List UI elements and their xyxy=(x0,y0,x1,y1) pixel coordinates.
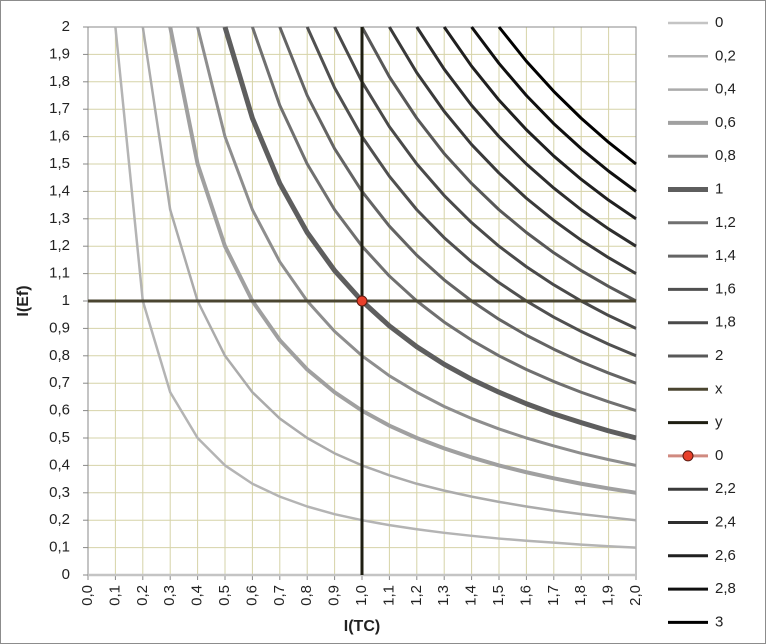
y-tick-label: 0 xyxy=(62,566,70,583)
series-line xyxy=(415,26,637,248)
y-tick-label: 0,9 xyxy=(49,319,70,336)
y-tick-label: 0,5 xyxy=(49,429,70,446)
y-tick-label: 1,3 xyxy=(49,210,70,227)
y-tick-label: 1,6 xyxy=(49,128,70,145)
x-tick-label: 0,0 xyxy=(79,585,96,606)
y-tick-label: 1,2 xyxy=(49,237,70,254)
series-line xyxy=(114,26,637,549)
y-tick-label: 1,4 xyxy=(49,182,70,199)
y-tick-label: 1 xyxy=(62,292,70,309)
x-tick-label: 2,0 xyxy=(627,585,644,606)
x-tick-label: 1,5 xyxy=(490,585,507,606)
legend-label: 3 xyxy=(715,613,723,630)
legend-label: y xyxy=(715,414,723,431)
legend-label: 1,2 xyxy=(715,214,736,231)
series-line xyxy=(442,26,637,221)
x-axis-title: I(TC) xyxy=(344,618,380,635)
legend-label: 2,2 xyxy=(715,480,736,497)
series-line xyxy=(222,26,637,441)
x-tick-label: 0,7 xyxy=(271,585,288,606)
x-tick-label: 1,1 xyxy=(380,585,397,606)
y-tick-label: 0,4 xyxy=(49,456,70,473)
y-tick-label: 0,7 xyxy=(49,374,70,391)
y-tick-label: 1,1 xyxy=(49,265,70,282)
y-tick-label: 0,1 xyxy=(49,539,70,556)
y-tick-label: 1,7 xyxy=(49,100,70,117)
legend-marker xyxy=(682,450,694,462)
x-tick-label: 0,2 xyxy=(134,585,151,606)
legend-label: 1 xyxy=(715,180,723,197)
x-tick-label: 1,0 xyxy=(353,585,370,606)
legend-label: 2,4 xyxy=(715,513,736,530)
y-tick-label: 0,6 xyxy=(49,402,70,419)
y-tick-label: 1,8 xyxy=(49,73,70,90)
x-tick-label: 0,4 xyxy=(189,585,206,606)
x-tick-label: 0,5 xyxy=(216,585,233,606)
legend-label: 1,4 xyxy=(715,247,736,264)
legend-label: 0,8 xyxy=(715,147,736,164)
series-line xyxy=(333,26,637,330)
series-line xyxy=(141,26,637,522)
y-tick-label: 0,2 xyxy=(49,511,70,528)
legend-label: x xyxy=(715,380,723,397)
y-tick-label: 1,9 xyxy=(49,45,70,62)
legend-label: 1,8 xyxy=(715,314,736,331)
x-tick-label: 1,8 xyxy=(572,585,589,606)
x-tick-label: 1,2 xyxy=(408,585,425,606)
legend-label: 1,6 xyxy=(715,280,736,297)
x-tick-label: 0,1 xyxy=(106,585,123,606)
series-line xyxy=(360,26,637,303)
legend-label: 0 xyxy=(715,14,723,31)
series-marker xyxy=(356,295,368,307)
series-line xyxy=(497,26,637,166)
x-tick-label: 1,6 xyxy=(517,585,534,606)
y-axis-title: I(Ef) xyxy=(15,285,32,316)
y-tick-label: 2 xyxy=(62,18,70,35)
x-tick-label: 1,3 xyxy=(435,585,452,606)
x-tick-label: 0,8 xyxy=(298,585,315,606)
x-tick-label: 1,4 xyxy=(463,585,480,606)
x-tick-label: 0,6 xyxy=(243,585,260,606)
y-tick-label: 0,8 xyxy=(49,347,70,364)
legend-label: 2,6 xyxy=(715,547,736,564)
legend-label: 0,2 xyxy=(715,47,736,64)
legend-label: 2,8 xyxy=(715,580,736,597)
legend-label: 0,6 xyxy=(715,114,736,131)
y-tick-label: 0,3 xyxy=(49,484,70,501)
legend-label: 0 xyxy=(715,447,723,464)
x-tick-label: 0,3 xyxy=(161,585,178,606)
legend-label: 0,4 xyxy=(715,81,736,98)
legend-label: 2 xyxy=(715,347,723,364)
series-line xyxy=(196,26,637,467)
x-tick-label: 1,9 xyxy=(600,585,617,606)
series-line xyxy=(388,26,637,275)
x-tick-label: 0,9 xyxy=(326,585,343,606)
x-tick-label: 1,7 xyxy=(545,585,562,606)
series-line xyxy=(168,26,637,495)
series-line xyxy=(250,26,637,413)
series-line xyxy=(278,26,637,385)
series-line xyxy=(470,26,637,193)
y-tick-label: 1,5 xyxy=(49,155,70,172)
